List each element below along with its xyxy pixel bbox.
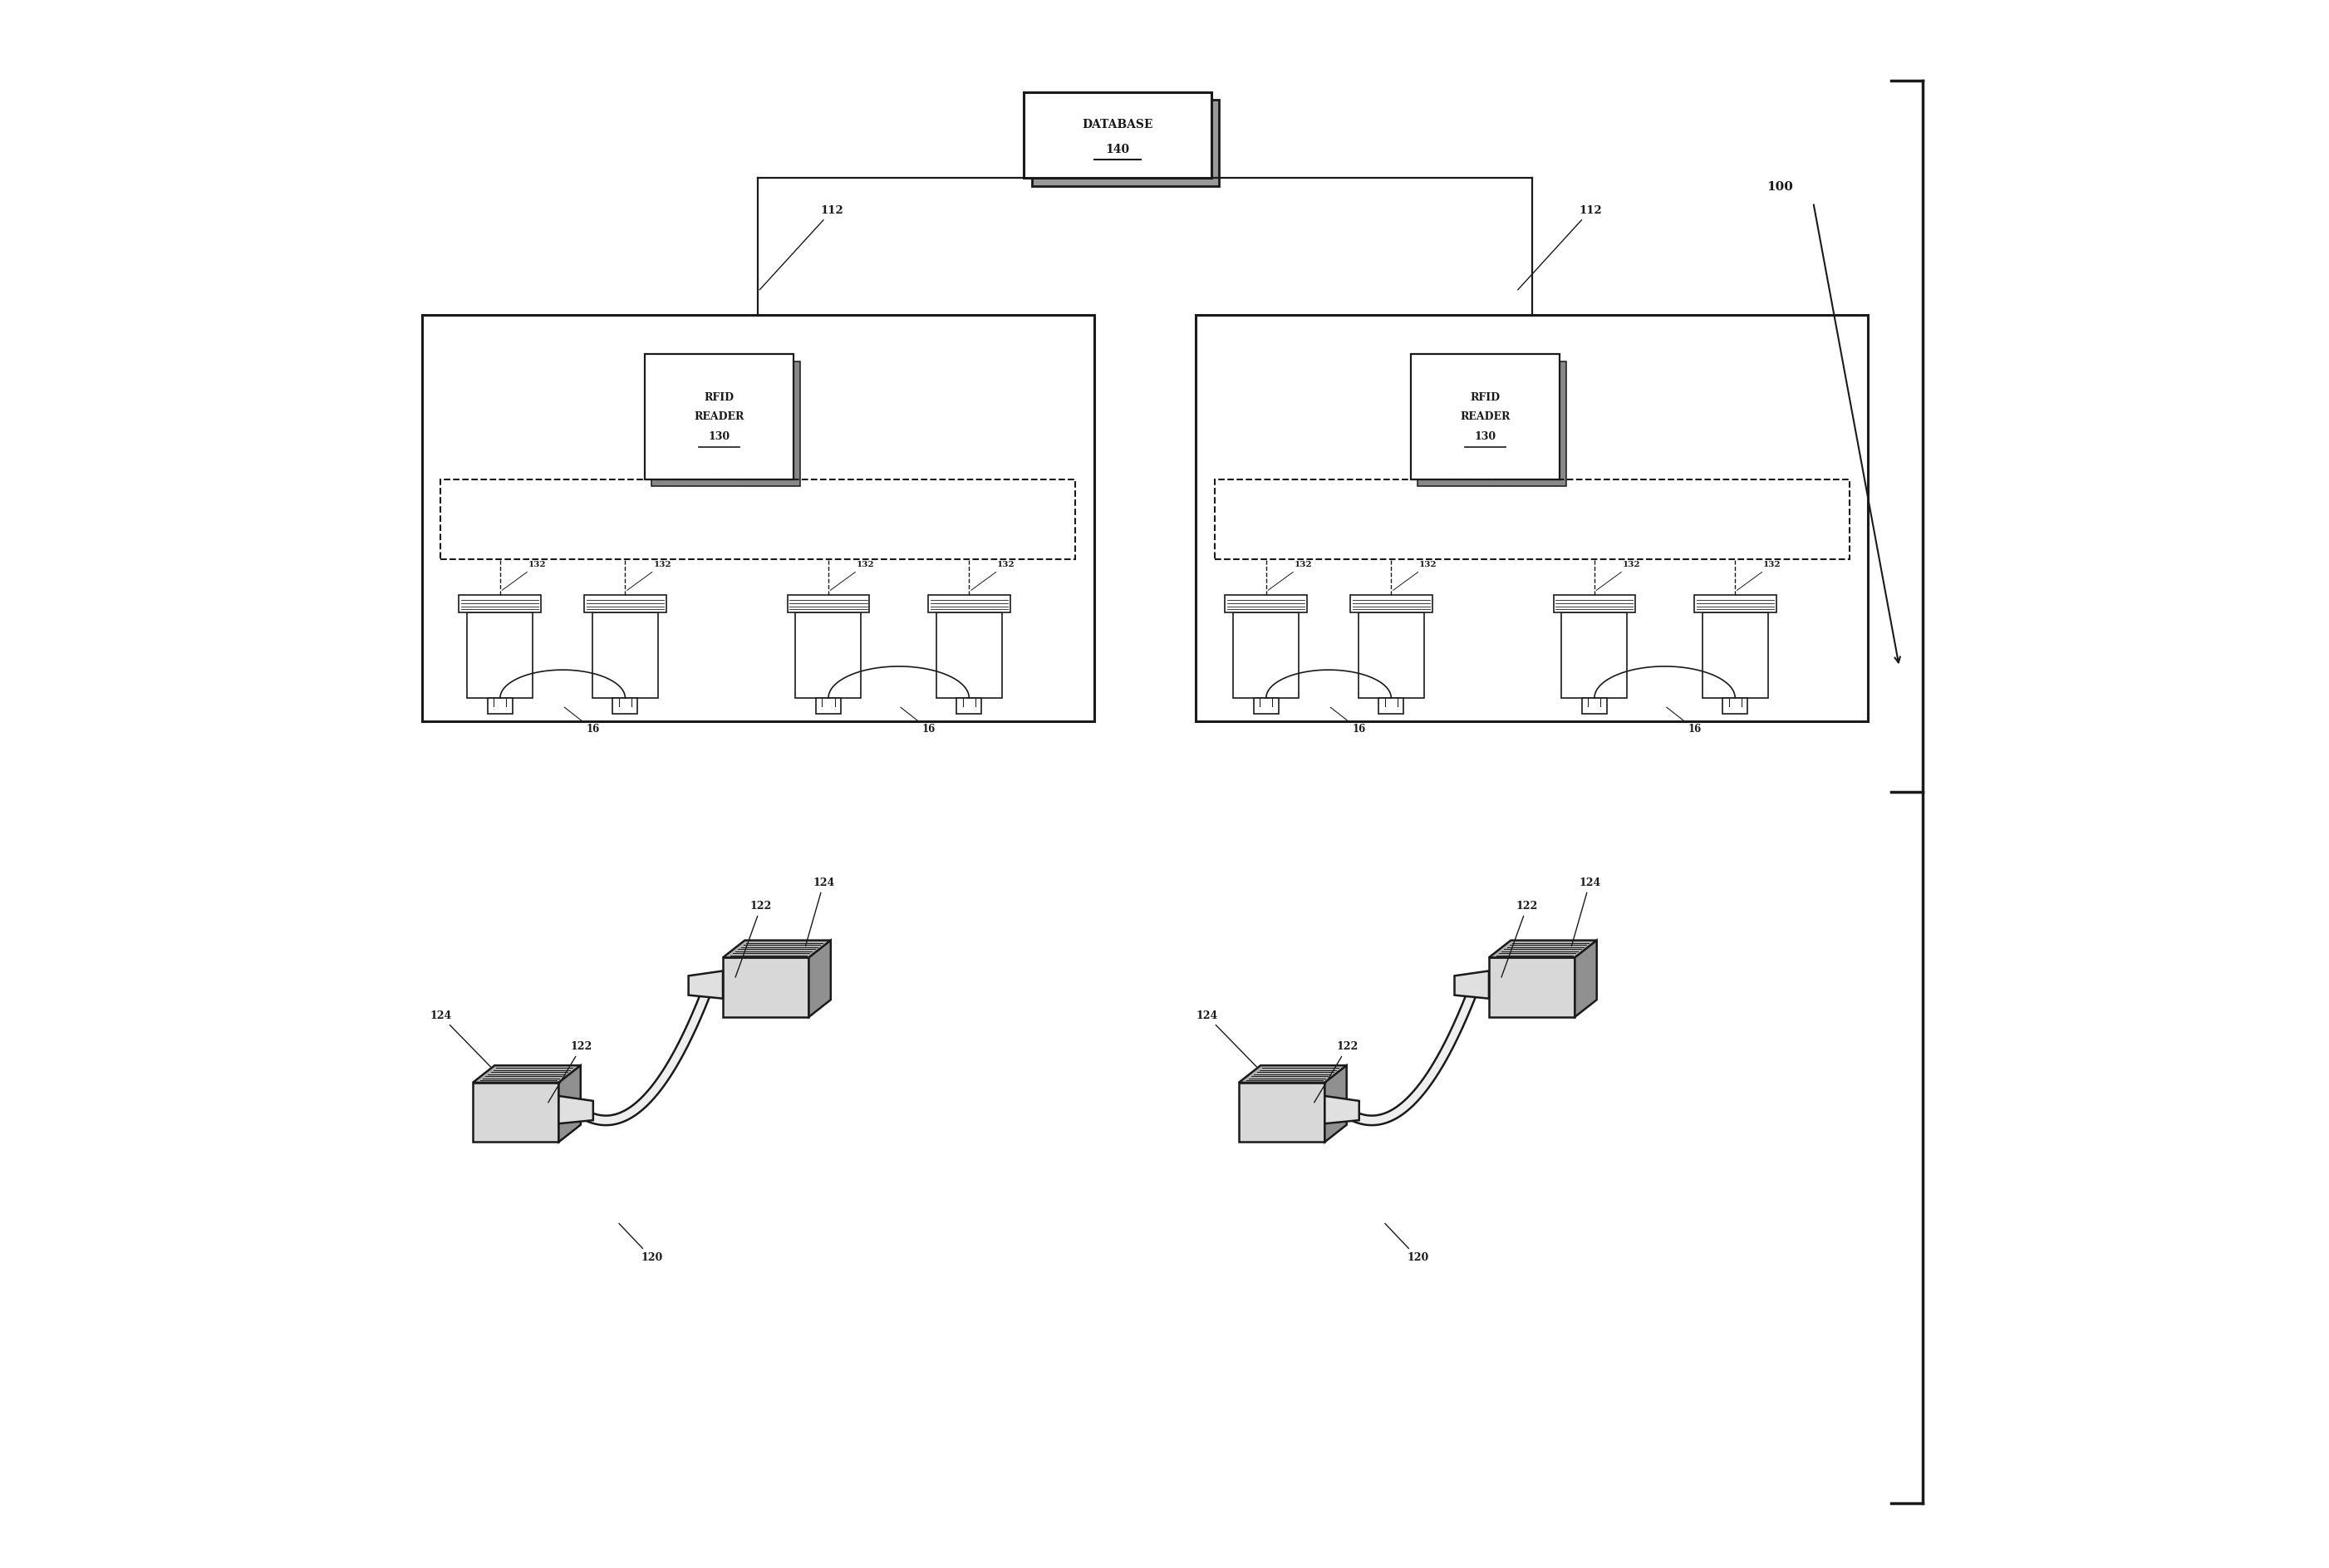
Polygon shape	[1234, 612, 1300, 698]
Text: 122: 122	[1502, 900, 1537, 977]
Polygon shape	[1358, 612, 1423, 698]
Polygon shape	[689, 971, 722, 999]
Text: 122: 122	[547, 1041, 592, 1102]
Polygon shape	[1488, 958, 1574, 1018]
Text: 122: 122	[736, 900, 771, 977]
Text: RFID: RFID	[703, 392, 734, 403]
Text: 16: 16	[1668, 707, 1702, 735]
Polygon shape	[585, 594, 666, 612]
Polygon shape	[797, 612, 862, 698]
Text: READER: READER	[1460, 411, 1509, 422]
Text: 132: 132	[829, 561, 873, 590]
Polygon shape	[422, 315, 1095, 721]
Polygon shape	[1702, 612, 1768, 698]
Polygon shape	[1225, 594, 1307, 612]
Polygon shape	[957, 698, 981, 713]
Polygon shape	[1325, 1096, 1360, 1124]
Text: 130: 130	[1474, 431, 1495, 442]
Polygon shape	[936, 612, 1001, 698]
Polygon shape	[652, 361, 801, 486]
Text: 132: 132	[1393, 561, 1437, 590]
Polygon shape	[1253, 698, 1279, 713]
Polygon shape	[1325, 1065, 1346, 1142]
Polygon shape	[1456, 971, 1488, 999]
Text: 124: 124	[806, 878, 834, 946]
Polygon shape	[1239, 1082, 1325, 1142]
Polygon shape	[1560, 612, 1628, 698]
Text: 130: 130	[708, 431, 729, 442]
Polygon shape	[613, 698, 638, 713]
Text: 132: 132	[971, 561, 1015, 590]
Text: 16: 16	[564, 707, 599, 735]
Polygon shape	[468, 612, 533, 698]
Polygon shape	[559, 1065, 580, 1142]
Polygon shape	[722, 941, 831, 958]
Text: 16: 16	[1330, 707, 1365, 735]
Text: 112: 112	[759, 205, 843, 290]
Text: 16: 16	[901, 707, 936, 735]
Text: 122: 122	[1314, 1041, 1358, 1102]
Polygon shape	[459, 594, 540, 612]
Polygon shape	[722, 958, 808, 1018]
Polygon shape	[1195, 315, 1868, 721]
Text: 100: 100	[1765, 180, 1793, 193]
Text: RFID: RFID	[1470, 392, 1500, 403]
Polygon shape	[1693, 594, 1777, 612]
Polygon shape	[808, 941, 831, 1018]
Polygon shape	[487, 698, 512, 713]
Text: 132: 132	[503, 561, 547, 590]
Polygon shape	[1351, 594, 1432, 612]
Text: 124: 124	[1195, 1010, 1258, 1066]
Text: 140: 140	[1106, 143, 1130, 155]
Text: 132: 132	[1737, 561, 1782, 590]
Polygon shape	[1574, 941, 1598, 1018]
Text: 132: 132	[1595, 561, 1640, 590]
Polygon shape	[559, 1096, 594, 1124]
Polygon shape	[592, 612, 659, 698]
Polygon shape	[1411, 354, 1558, 480]
Text: 132: 132	[627, 561, 671, 590]
Polygon shape	[645, 354, 794, 480]
Polygon shape	[1032, 100, 1218, 187]
Polygon shape	[1239, 1065, 1346, 1082]
Text: READER: READER	[694, 411, 743, 422]
Polygon shape	[927, 594, 1011, 612]
Polygon shape	[473, 1082, 559, 1142]
Polygon shape	[815, 698, 841, 713]
Polygon shape	[1025, 93, 1211, 179]
Polygon shape	[1581, 698, 1607, 713]
Polygon shape	[1418, 361, 1567, 486]
Polygon shape	[1723, 698, 1747, 713]
Polygon shape	[473, 1065, 580, 1082]
Polygon shape	[1553, 594, 1635, 612]
Polygon shape	[1488, 941, 1598, 958]
Text: 112: 112	[1519, 205, 1602, 290]
Text: 124: 124	[431, 1010, 491, 1066]
Text: 120: 120	[1386, 1223, 1428, 1264]
Polygon shape	[787, 594, 869, 612]
Text: 124: 124	[1572, 878, 1600, 946]
Polygon shape	[1379, 698, 1404, 713]
Text: DATABASE: DATABASE	[1083, 119, 1153, 130]
Text: 132: 132	[1267, 561, 1311, 590]
Text: 120: 120	[620, 1223, 664, 1264]
